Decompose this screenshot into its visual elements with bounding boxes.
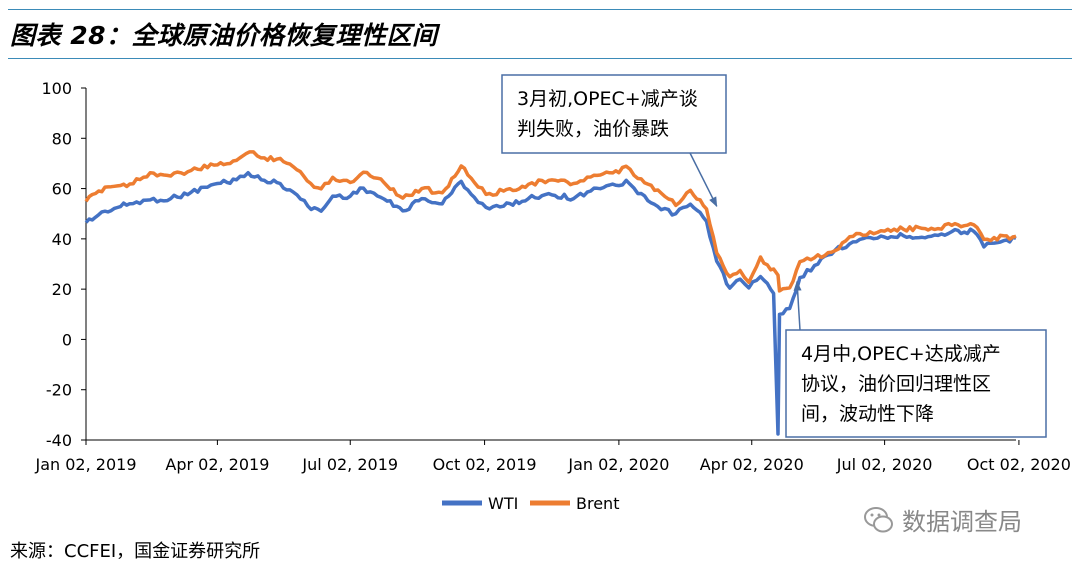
- top-rule: [8, 9, 1072, 10]
- x-tick-label: Apr 02, 2019: [165, 455, 269, 474]
- annotation-april-arrow: [793, 280, 802, 331]
- x-tick-label: Apr 02, 2020: [700, 455, 804, 474]
- annotation-april-line: 协议，油价回归理性区: [801, 373, 991, 395]
- x-tick-label: Oct 02, 2020: [967, 455, 1071, 474]
- y-tick-label: -40: [46, 431, 72, 450]
- y-tick-label: 0: [62, 330, 72, 349]
- wechat-icon: [864, 506, 893, 532]
- series-line-brent: [84, 150, 1017, 293]
- annotation-march-box: [501, 74, 727, 154]
- legend-label-wti: WTI: [488, 494, 518, 513]
- annotation-march-arrow: [689, 152, 718, 208]
- x-tick-label: Jan 02, 2020: [567, 455, 669, 474]
- y-tick-label: 20: [52, 280, 72, 299]
- title-rule: [8, 58, 1072, 59]
- series-line-wti: [84, 170, 1017, 436]
- y-tick-label: -20: [46, 381, 72, 400]
- annotation-april-line: 间，波动性下降: [801, 403, 934, 425]
- annotation-march-line: 3月初,OPEC+减产谈: [517, 88, 698, 110]
- x-tick-label: Jul 02, 2020: [836, 455, 933, 474]
- chart-title: 图表 28：全球原油价格恢复理性区间: [10, 21, 438, 50]
- y-tick-label: 80: [52, 129, 72, 148]
- chart: 100 80 60 40 20 0 -20 -40 Jan 02, 2019 Apr 02, 20…: [35, 74, 1071, 513]
- y-tick-label: 40: [52, 230, 72, 249]
- annotation-march-line: 判失败，油价暴跌: [517, 118, 669, 140]
- annotation-april-line: 4月中,OPEC+达成减产: [801, 343, 1001, 365]
- x-tick-label: Jan 02, 2019: [35, 455, 137, 474]
- legend-label-brent: Brent: [576, 494, 619, 513]
- watermark: 数据调查局: [862, 502, 1022, 537]
- y-tick-label: 60: [52, 180, 72, 199]
- y-tick-label: 100: [41, 79, 72, 98]
- x-tick-label: Oct 02, 2019: [433, 455, 537, 474]
- source-note: 来源：CCFEI，国金证券研究所: [10, 541, 261, 562]
- watermark-text: 数据调查局: [902, 508, 1022, 536]
- annotation-april-box: [785, 329, 1047, 438]
- x-tick-label: Jul 02, 2019: [301, 455, 398, 474]
